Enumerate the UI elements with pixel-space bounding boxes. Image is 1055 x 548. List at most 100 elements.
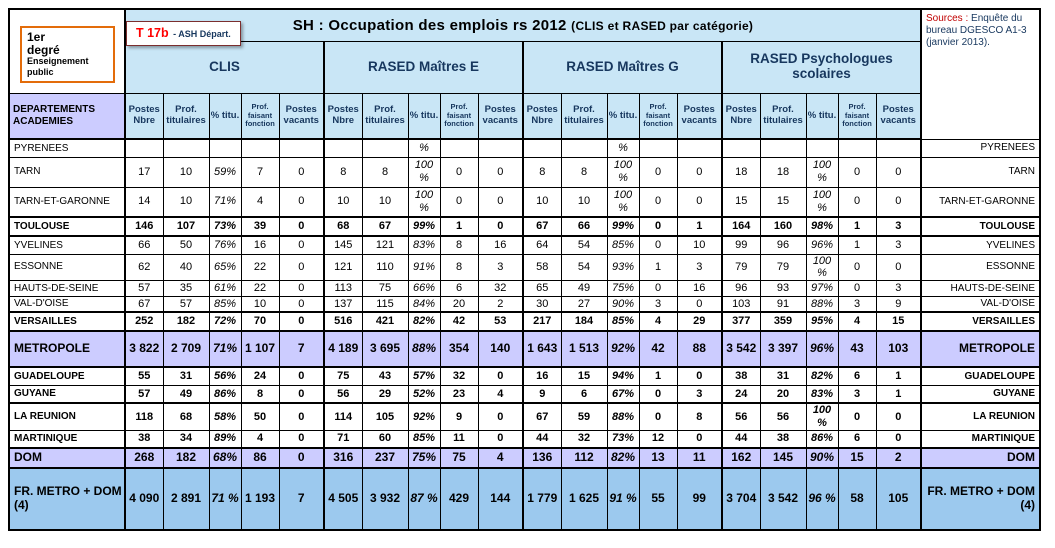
column-subheader: % titu. — [407, 92, 441, 140]
left-column-header-line2: ACADEMIES — [13, 115, 74, 127]
cell-value: 12 — [638, 429, 678, 449]
cell-value: 4 — [477, 447, 524, 470]
table-row: PYRENEES%% PYRENEES — [8, 138, 1041, 158]
cell-value: 0 — [638, 156, 678, 188]
cell-value: 57 — [162, 295, 210, 313]
column-subheader: Prof. titulaires — [162, 92, 210, 140]
cell-value: 86 — [240, 447, 280, 470]
cell-value: 15 — [721, 186, 761, 218]
cell-value: 0 — [638, 279, 678, 297]
table-row: TOULOUSE 146 107 73% 39 0 68 67 99% 1 0 67 66 99% 0 1 16… — [8, 216, 1041, 237]
cell-value: 39 — [240, 216, 280, 237]
cell-value: 516 — [323, 311, 363, 333]
cell-value: 3 822 — [124, 330, 164, 369]
cell-value: 11 — [439, 429, 479, 449]
cell-value: 83% — [805, 384, 839, 404]
cell-value: 14 — [124, 186, 164, 218]
column-group-header: RASED Maîtres G — [522, 40, 723, 94]
cell-value: 9 — [439, 402, 479, 431]
column-subheader: Prof. titulaires — [759, 92, 807, 140]
cell-value: 0 — [676, 366, 723, 386]
cell-value: 2 891 — [162, 467, 210, 532]
cell-value: 56 — [323, 384, 363, 404]
first-degree-note: 1er degré Enseignement public — [20, 26, 115, 83]
cell-value: 31 — [759, 366, 807, 386]
column-subheader: Postes vacants — [477, 92, 524, 140]
cell-value: 354 — [439, 330, 479, 369]
cell-value: 84% — [407, 295, 441, 313]
column-subheader-row: DEPARTEMENTS ACADEMIES Postes Nbre Prof. … — [8, 92, 1040, 140]
cell-value: 1 — [875, 384, 922, 404]
cell-value: 359 — [759, 311, 807, 333]
cell-value: 421 — [361, 311, 409, 333]
cell-value: 0 — [875, 402, 922, 431]
cell-value: 88 — [676, 330, 723, 369]
column-subheader: Prof. faisant fonction — [837, 92, 877, 140]
cell-value: 0 — [837, 279, 877, 297]
cell-value: 100 % — [606, 156, 640, 188]
cell-value: 20 — [759, 384, 807, 404]
cell-value: 1 — [837, 216, 877, 237]
cell-value: 82% — [805, 366, 839, 386]
cell-value: 32 — [560, 429, 608, 449]
cell-value: 13 — [638, 447, 678, 470]
cell-value: 54 — [560, 235, 608, 255]
cell-value: 162 — [721, 447, 761, 470]
table-body: PYRENEES%% PYRENEES TARN 17 10 59% 7 0 8 8 100 % 0 0… — [8, 138, 1041, 532]
column-subheader: % titu. — [606, 92, 640, 140]
cell-value: 3 — [875, 216, 922, 237]
table-row: VAL-D'OISE 67 57 85% 10 0 137 115 84% 20 2 30 27 90% 3… — [8, 295, 1041, 313]
cell-value: 0 — [278, 311, 325, 333]
cell-value: 67 — [522, 216, 562, 237]
page-title-main: SH : Occupation des emplois rs 2012 — [292, 16, 567, 34]
cell-value: 75% — [606, 279, 640, 297]
left-column-header: DEPARTEMENTS ACADEMIES — [8, 92, 126, 140]
cell-value: 31 — [162, 366, 210, 386]
cell-value: 15 — [560, 366, 608, 386]
cell-value — [323, 138, 363, 158]
cell-value: 75 — [323, 366, 363, 386]
cell-value: 17 — [124, 156, 164, 188]
cell-value: 184 — [560, 311, 608, 333]
cell-value: 30 — [522, 295, 562, 313]
cell-value: 42 — [439, 311, 479, 333]
cell-value: 56 — [759, 402, 807, 431]
cell-value: 8 — [439, 253, 479, 281]
cell-value: 100 % — [407, 186, 441, 218]
cell-value: 32 — [477, 279, 524, 297]
cell-value: 0 — [278, 295, 325, 313]
cell-value: 0 — [477, 156, 524, 188]
cell-value: 75 — [439, 447, 479, 470]
cell-value — [477, 138, 524, 158]
cell-value: 85% — [606, 311, 640, 333]
cell-value: 0 — [875, 253, 922, 281]
cell-value: 99 — [721, 235, 761, 255]
row-label: DOM — [8, 447, 126, 470]
cell-value: 71% — [208, 330, 242, 369]
cell-value: 91% — [407, 253, 441, 281]
cell-value: 4 505 — [323, 467, 363, 532]
cell-value: 107 — [162, 216, 210, 237]
table-row: YVELINES 66 50 76% 16 0 145 121 83% 8 16 64 54 85% 0 10… — [8, 235, 1041, 255]
column-subheader: Prof. faisant fonction — [638, 92, 678, 140]
row-label: YVELINES — [8, 235, 126, 255]
column-subheader: Postes vacants — [278, 92, 325, 140]
row-label: HAUTS-DE-SEINE — [8, 279, 126, 297]
row-label-right: PYRENEES — [920, 138, 1041, 158]
cell-value: 38 — [759, 429, 807, 449]
cell-value: 79 — [721, 253, 761, 281]
table-row: LA REUNION 118 68 58% 50 0 114 105 92% 9 0 67 59 88% 0… — [8, 402, 1041, 431]
cell-value: 0 — [837, 156, 877, 188]
cell-value: 4 — [240, 429, 280, 449]
cell-value: 0 — [439, 186, 479, 218]
cell-value: 0 — [278, 156, 325, 188]
cell-value: 1 — [676, 216, 723, 237]
cell-value: 57 — [124, 384, 164, 404]
cell-value: 0 — [477, 216, 524, 237]
cell-value — [124, 138, 164, 158]
column-subheader: Postes Nbre — [721, 92, 761, 140]
cell-value: 79 — [759, 253, 807, 281]
row-label-right: METROPOLE — [920, 330, 1041, 369]
cell-value: 11 — [676, 447, 723, 470]
cell-value: 44 — [522, 429, 562, 449]
